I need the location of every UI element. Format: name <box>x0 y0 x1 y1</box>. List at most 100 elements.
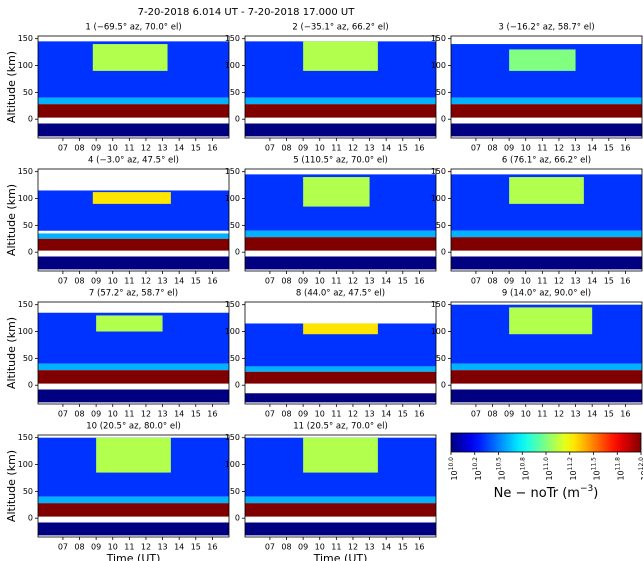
y-tick-label: 50 <box>436 88 446 97</box>
x-tick-label: 07 <box>58 144 68 153</box>
x-tick-label: 14 <box>381 144 391 153</box>
heatmap-region <box>245 496 436 504</box>
colorbar-tick-base: 10 <box>473 470 482 480</box>
y-tick-label: 100 <box>225 460 240 469</box>
x-tick-label: 12 <box>141 543 151 552</box>
x-tick-label: 08 <box>281 543 291 552</box>
x-tick-label: 12 <box>554 144 564 153</box>
heatmap-region <box>38 370 229 384</box>
y-tick-label: 100 <box>225 327 240 336</box>
x-tick-label: 15 <box>398 543 408 552</box>
x-tick-label: 14 <box>381 410 391 419</box>
x-tick-label: 07 <box>58 277 68 286</box>
heatmap-region <box>245 237 436 251</box>
x-tick-label: 15 <box>604 410 614 419</box>
x-tick-label: 16 <box>620 277 630 286</box>
x-axis-label: Time (UT) <box>313 552 368 561</box>
x-tick-label: 07 <box>265 277 275 286</box>
y-tick-label: 100 <box>225 61 240 70</box>
x-tick-label: 09 <box>298 410 308 419</box>
x-tick-label: 13 <box>364 144 374 153</box>
y-tick-label: 0 <box>28 514 33 523</box>
x-tick-label: 09 <box>91 277 101 286</box>
x-tick-label: 08 <box>74 277 84 286</box>
y-tick-label: 0 <box>441 381 446 390</box>
heatmap-region <box>245 393 436 403</box>
y-tick-label: 0 <box>28 115 33 124</box>
y-tick-label: 50 <box>23 487 33 496</box>
colorbar-tick-base: 10 <box>568 470 577 480</box>
colorbar-tick-label: 1012.0 <box>638 457 643 481</box>
colorbar-tick-label: 1011.2 <box>566 457 577 481</box>
y-tick-label: 150 <box>431 300 446 309</box>
y-tick-label: 150 <box>225 167 240 176</box>
x-tick-label: 10 <box>108 144 118 153</box>
x-tick-label: 12 <box>348 410 358 419</box>
heatmap-region <box>245 371 436 384</box>
plot-frame <box>37 301 230 405</box>
heatmap-region <box>509 177 584 204</box>
panel-title: 5 (110.5° az, 70.0° el) <box>293 156 388 166</box>
colorbar-tick-exponent: 11.8 <box>614 457 621 471</box>
x-tick-label: 07 <box>58 410 68 419</box>
heatmap-region <box>451 123 642 137</box>
heatmap-region <box>38 256 229 270</box>
x-tick-label: 15 <box>398 410 408 419</box>
x-tick-label: 08 <box>281 277 291 286</box>
y-tick-label: 100 <box>18 61 33 70</box>
heatmap-region <box>38 496 229 504</box>
colorbar-tick-base: 10 <box>592 470 601 480</box>
colorbar-tick-label: 1011.0 <box>543 457 554 481</box>
x-tick-label: 13 <box>157 410 167 419</box>
plot-frame <box>244 35 437 139</box>
heatmap-region <box>509 307 593 335</box>
colorbar-label-end: ) <box>593 486 598 501</box>
colorbar-tick-exponent: 10.8 <box>519 457 526 471</box>
panel-title: 2 (−35.1° az, 66.2° el) <box>292 23 388 33</box>
y-tick-label: 50 <box>230 88 240 97</box>
x-tick-label: 11 <box>537 410 547 419</box>
x-tick-label: 07 <box>265 410 275 419</box>
heatmap-region <box>38 503 229 517</box>
x-tick-label: 15 <box>191 410 201 419</box>
x-tick-label: 08 <box>74 543 84 552</box>
colorbar-label-exponent: −3 <box>580 484 593 494</box>
heatmap-region <box>245 503 436 517</box>
y-tick-label: 50 <box>230 354 240 363</box>
x-tick-label: 15 <box>604 144 614 153</box>
x-tick-label: 11 <box>331 277 341 286</box>
heatmap-region <box>245 123 436 137</box>
x-tick-label: 12 <box>141 410 151 419</box>
y-tick-label: 50 <box>23 88 33 97</box>
x-tick-label: 10 <box>108 543 118 552</box>
plot-frame <box>244 301 437 405</box>
y-axis-label: Altitude (km) <box>5 51 18 123</box>
panel-title: 4 (−3.0° az, 47.5° el) <box>88 156 179 166</box>
colorbar-tick-exponent: 12.0 <box>638 457 643 471</box>
x-tick-label: 09 <box>298 277 308 286</box>
colorbar-tick-exponent: 11.2 <box>566 457 573 471</box>
heatmap-region <box>38 123 229 137</box>
heatmap-region <box>38 238 229 251</box>
y-tick-label: 150 <box>18 34 33 43</box>
heatmap-region <box>451 256 642 270</box>
y-axis-label: Altitude (km) <box>5 184 18 256</box>
x-tick-label: 10 <box>315 277 325 286</box>
x-tick-label: 15 <box>398 144 408 153</box>
heatmap-region <box>451 230 642 238</box>
plot-frame <box>37 35 230 139</box>
y-tick-label: 100 <box>431 61 446 70</box>
x-tick-label: 10 <box>315 144 325 153</box>
x-tick-label: 11 <box>331 144 341 153</box>
y-tick-label: 100 <box>18 194 33 203</box>
x-tick-label: 09 <box>504 277 514 286</box>
colorbar-tick-label: 1010.8 <box>519 457 530 481</box>
y-tick-label: 150 <box>431 167 446 176</box>
plot-frame <box>37 168 230 272</box>
x-tick-label: 13 <box>364 410 374 419</box>
x-tick-label: 12 <box>554 277 564 286</box>
plot-frame <box>37 434 230 538</box>
panel-title: 8 (44.0° az, 47.5° el) <box>296 289 385 299</box>
x-tick-label: 10 <box>315 410 325 419</box>
